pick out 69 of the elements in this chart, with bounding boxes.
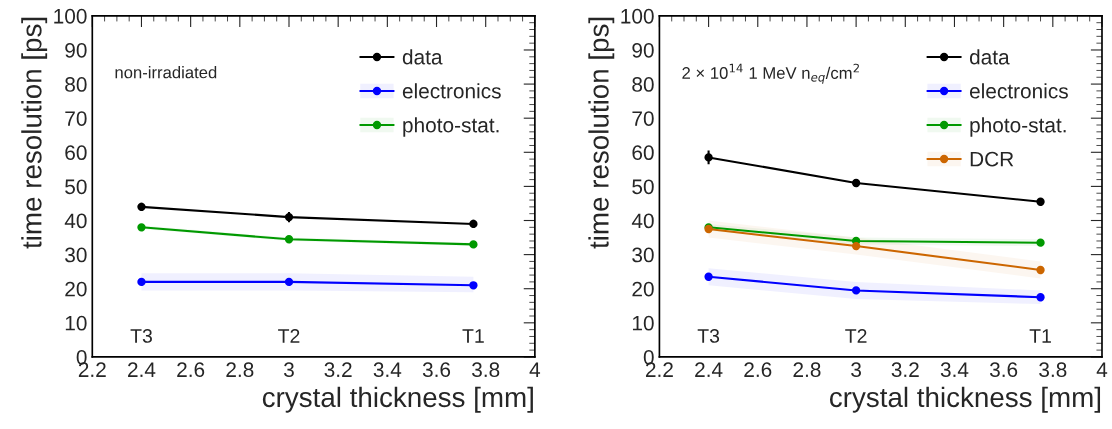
x-tick-label: 2.6 (177, 362, 205, 378)
point (1036, 293, 1045, 302)
y-tick-label: 50 (632, 179, 654, 195)
y-tick-label: 30 (65, 247, 87, 263)
annotation: T3 (130, 329, 152, 343)
y-tick-label: 100 (54, 8, 87, 24)
point (704, 272, 713, 281)
x-tick-label: 3.4 (373, 362, 402, 378)
legend-label: DCR (970, 151, 1014, 167)
point (137, 223, 146, 232)
point (469, 281, 478, 290)
annotation: T1 (1029, 329, 1051, 343)
legend-label: electronics (969, 83, 1068, 99)
y-tick-label: 80 (632, 77, 654, 92)
x-tick-label: 3 (851, 362, 861, 378)
y-tick-label: 20 (65, 281, 87, 297)
x-tick-label: 3.6 (422, 362, 451, 378)
y-tick-label: 60 (632, 145, 654, 161)
legend-label: data (402, 49, 443, 65)
x-tick-label: 2.4 (695, 362, 723, 377)
x-tick-label: 2.8 (793, 362, 821, 378)
x-tick-label: 3 (284, 362, 294, 378)
y-tick-label: 90 (632, 42, 654, 58)
y-tick-label: 60 (65, 145, 87, 161)
y-tick-label: 50 (65, 179, 87, 195)
point (469, 240, 478, 249)
y-tick-label: 20 (632, 281, 654, 297)
y-tick-label: 80 (65, 77, 87, 92)
point (851, 286, 861, 295)
y-tick-label: 30 (632, 247, 654, 263)
x-tick-label: 3.8 (472, 362, 500, 378)
x-tick-label: 3.2 (891, 362, 919, 378)
legend-label: data (969, 49, 1010, 65)
point (284, 235, 294, 244)
annotation: 2 × 10$^{14}$ 1 MeV n$_{eq}$/cm$^{2}$ (682, 63, 859, 84)
y-tick-label: 40 (64, 213, 87, 229)
annotation: T2 (845, 329, 867, 343)
x-tick-label: 4 (1096, 362, 1108, 377)
legend-label: photo-stat. (403, 117, 499, 137)
y-tick-label: 10 (65, 315, 87, 331)
x-tick-label: 3.8 (1039, 362, 1067, 378)
x-tick-label: 2.4 (128, 362, 156, 377)
legend-label: electronics (402, 83, 501, 99)
point (1036, 265, 1045, 275)
annotation: non-irradiated (115, 66, 217, 79)
y-tick-label: 70 (632, 111, 654, 126)
x-tick-label: 3.6 (989, 362, 1018, 378)
y-tick-label: 100 (621, 8, 654, 24)
y-tick-label: 90 (65, 42, 87, 58)
x-tick-label: 3.4 (940, 362, 969, 378)
y-tick-label: 40 (631, 213, 654, 229)
point (284, 277, 294, 287)
y-tick-label: 10 (632, 315, 654, 331)
point (137, 277, 146, 287)
y-axis-title: time resolution [ps] (21, 17, 48, 249)
annotation: T2 (278, 329, 300, 343)
y-axis-title: time resolution [ps] (588, 17, 615, 249)
x-tick-label: 2.8 (226, 362, 254, 378)
y-tick-label: 70 (65, 111, 87, 126)
annotation: T1 (462, 329, 484, 343)
x-axis-title: crystal thickness [mm] (829, 386, 1101, 413)
x-tick-label: 2.6 (744, 362, 772, 378)
point (851, 241, 861, 251)
x-axis-title: crystal thickness [mm] (262, 386, 533, 413)
annotation: T3 (697, 329, 720, 343)
x-tick-label: 3.2 (324, 362, 352, 378)
point (1036, 238, 1045, 247)
x-tick-label: 4 (529, 362, 541, 377)
legend-label: photo-stat. (970, 117, 1066, 137)
